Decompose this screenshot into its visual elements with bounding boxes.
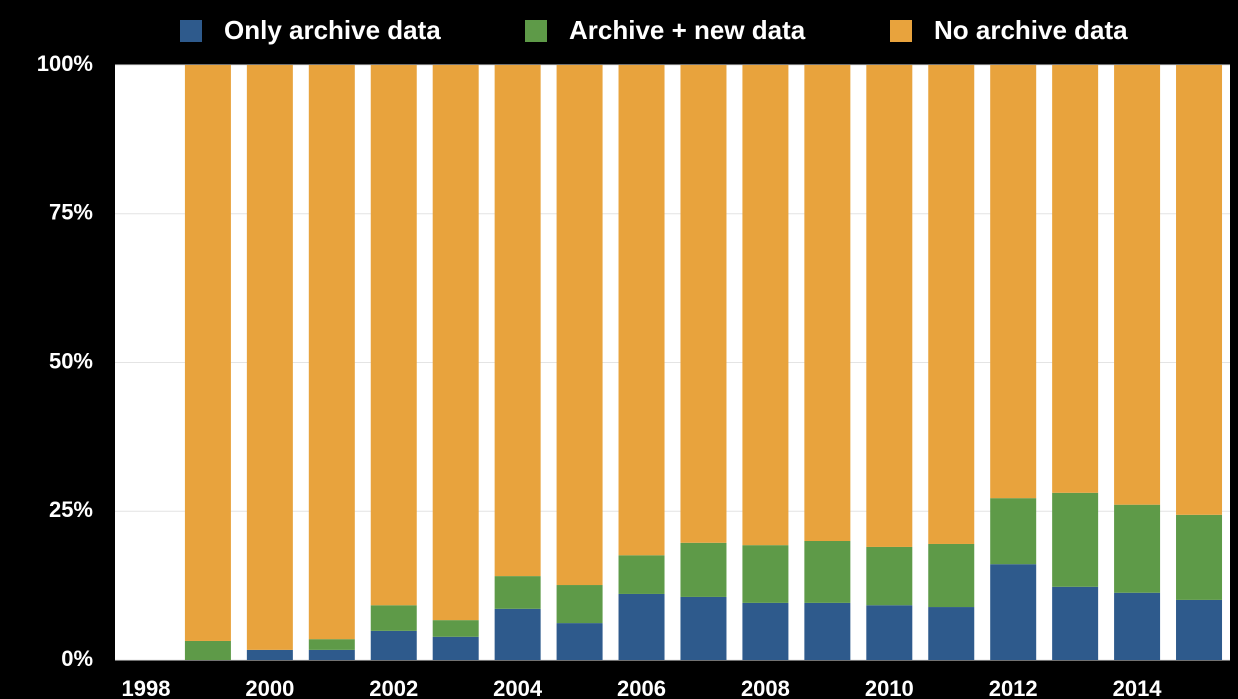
bar-segment	[928, 607, 975, 660]
bar-segment	[866, 65, 913, 547]
y-tick-label: 0%	[61, 646, 93, 671]
bar-segment	[1052, 65, 1099, 493]
legend-label: Only archive data	[224, 15, 441, 45]
x-tick-label: 2006	[617, 676, 666, 699]
y-tick-label: 100%	[37, 51, 93, 76]
bar-segment	[432, 636, 479, 660]
bar-segment	[618, 65, 665, 556]
x-tick-label: 2004	[493, 676, 543, 699]
bar-segment	[928, 543, 975, 608]
bar-segment	[742, 545, 789, 603]
bar-segment	[556, 623, 603, 660]
bar-segment	[618, 555, 665, 594]
bar-segment	[246, 65, 293, 650]
y-tick-label: 25%	[49, 497, 93, 522]
bar-segment	[184, 65, 231, 641]
legend-label: Archive + new data	[569, 15, 806, 45]
bar-segment	[308, 649, 355, 660]
bar-segment	[432, 620, 479, 637]
x-tick-label: 2012	[989, 676, 1038, 699]
bar-segment	[990, 65, 1037, 499]
bar-segment	[804, 602, 851, 660]
bar-segment	[494, 576, 541, 609]
bar-segment	[928, 65, 975, 544]
legend-label: No archive data	[934, 15, 1128, 45]
bar-segment	[618, 593, 665, 660]
bar-segment	[494, 608, 541, 660]
x-tick-label: 1998	[121, 676, 170, 699]
x-tick-label: 2002	[369, 676, 418, 699]
bar-segment	[680, 596, 727, 660]
bar-segment	[308, 65, 355, 640]
legend-swatch	[890, 20, 912, 42]
bar-segment	[866, 546, 913, 606]
bar-segment	[866, 605, 913, 660]
bar-segment	[432, 65, 479, 621]
bar-segment	[494, 65, 541, 577]
legend-swatch	[180, 20, 202, 42]
bar-segment	[990, 564, 1037, 660]
bar-segment	[556, 65, 603, 586]
bar-segment	[1052, 492, 1099, 587]
bar-segment	[1176, 65, 1223, 515]
legend-swatch	[525, 20, 547, 42]
bar-segment	[680, 542, 727, 597]
bar-segment	[1114, 504, 1161, 593]
bar-segment	[1114, 592, 1161, 660]
x-tick-label: 2014	[1113, 676, 1163, 699]
bar-segment	[742, 65, 789, 546]
bar-segment	[556, 585, 603, 624]
bar-segment	[1052, 586, 1099, 660]
bar-segment	[804, 541, 851, 603]
bar-segment	[1176, 599, 1223, 660]
bar-segment	[370, 605, 417, 631]
bar-segment	[370, 65, 417, 606]
y-tick-label: 75%	[49, 200, 93, 225]
bar-segment	[804, 65, 851, 541]
x-tick-label: 2008	[741, 676, 790, 699]
bar-segment	[184, 640, 231, 660]
bar-segment	[308, 639, 355, 650]
y-tick-label: 50%	[49, 348, 93, 373]
bar-segment	[680, 65, 727, 543]
x-tick-label: 2000	[245, 676, 294, 699]
bar-segment	[1176, 514, 1223, 600]
x-tick-label: 2010	[865, 676, 914, 699]
bar-segment	[246, 649, 293, 660]
bar-segment	[370, 630, 417, 660]
bar-segment	[990, 498, 1037, 565]
bar-segment	[1114, 65, 1161, 505]
bar-segment	[742, 602, 789, 660]
